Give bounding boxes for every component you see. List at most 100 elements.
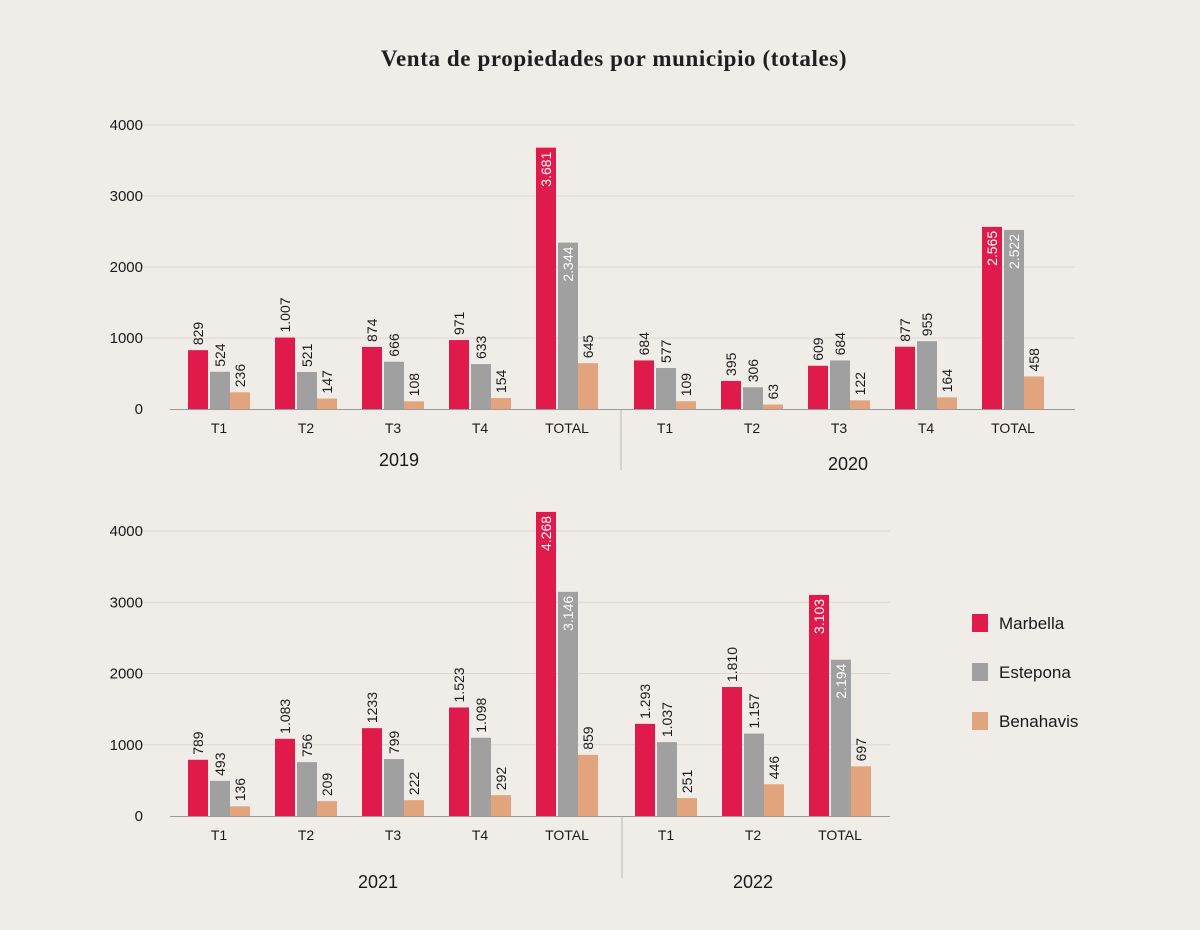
category-label: T4: [472, 420, 489, 436]
data-label: 697: [853, 738, 869, 762]
bar-marbella: [635, 723, 655, 816]
bar-estepona: [743, 387, 763, 409]
legend-label: Benahavis: [999, 712, 1078, 731]
data-label: 1.007: [277, 297, 293, 332]
legend-label: Marbella: [999, 614, 1065, 633]
category-label: TOTAL: [991, 420, 1035, 436]
bar-marbella: [809, 594, 829, 816]
bar-marbella: [275, 738, 295, 816]
data-label: 577: [658, 339, 674, 363]
category-label: T2: [744, 420, 761, 436]
bar-benahavis: [764, 784, 784, 816]
data-label: 684: [636, 332, 652, 356]
data-label: 1.098: [473, 698, 489, 733]
data-label: 645: [580, 335, 596, 359]
data-label: 521: [299, 343, 315, 367]
bar-marbella: [722, 687, 742, 816]
data-label: 2.194: [833, 663, 849, 698]
category-label: T1: [657, 420, 674, 436]
bar-marbella: [449, 340, 469, 409]
data-label: 147: [319, 370, 335, 394]
y-tick-label: 0: [135, 401, 143, 418]
bar-estepona: [1004, 229, 1024, 409]
bar-estepona: [744, 733, 764, 816]
category-label: TOTAL: [545, 420, 589, 436]
data-label: 684: [832, 332, 848, 356]
bar-benahavis: [578, 754, 598, 816]
data-label: 756: [299, 734, 315, 758]
data-label: 1.810: [724, 647, 740, 682]
data-label: 1.083: [277, 699, 293, 734]
y-tick-label: 4000: [110, 523, 143, 540]
bar-estepona: [656, 368, 676, 409]
data-label: 4.268: [538, 516, 554, 551]
data-label: 251: [679, 770, 695, 794]
category-label: T4: [472, 827, 489, 843]
data-label: 666: [386, 333, 402, 357]
bar-estepona: [297, 762, 317, 816]
bar-benahavis: [851, 766, 871, 816]
y-tick-label: 3000: [110, 594, 143, 611]
bar-estepona: [657, 742, 677, 816]
data-label: 971: [451, 311, 467, 335]
bar-benahavis: [578, 363, 598, 409]
y-tick-label: 0: [135, 808, 143, 825]
y-tick-label: 2000: [110, 259, 143, 276]
year-label: 2020: [828, 454, 868, 474]
data-label: 222: [406, 772, 422, 796]
category-label: TOTAL: [545, 827, 589, 843]
data-label: 164: [939, 369, 955, 393]
bar-estepona: [830, 360, 850, 409]
data-label: 829: [190, 322, 206, 346]
bar-benahavis: [491, 398, 511, 409]
data-label: 1.523: [451, 667, 467, 702]
data-label: 136: [232, 778, 248, 802]
category-label: T3: [831, 420, 848, 436]
bar-marbella: [536, 147, 556, 410]
chart-title: Venta de propiedades por municipio (tota…: [381, 46, 847, 71]
bar-benahavis: [677, 798, 697, 816]
y-tick-label: 3000: [110, 188, 143, 205]
data-label: 859: [580, 726, 596, 750]
category-label: TOTAL: [818, 827, 862, 843]
bar-estepona: [471, 364, 491, 409]
category-label: T3: [385, 827, 402, 843]
bar-marbella: [808, 365, 828, 409]
bar-estepona: [384, 759, 404, 816]
y-tick-label: 1000: [110, 737, 143, 754]
data-label: 2.565: [984, 231, 1000, 266]
bar-marbella: [362, 346, 382, 409]
bar-benahavis: [317, 398, 337, 409]
data-label: 446: [766, 756, 782, 780]
bar-marbella: [449, 707, 469, 816]
bar-benahavis: [676, 401, 696, 409]
data-label: 395: [723, 352, 739, 376]
bar-marbella: [536, 511, 556, 816]
legend-swatch-estepona: [972, 663, 988, 681]
data-label: 109: [678, 373, 694, 397]
data-label: 292: [493, 767, 509, 791]
category-label: T4: [918, 420, 935, 436]
year-label: 2021: [358, 872, 398, 892]
data-label: 236: [232, 364, 248, 388]
data-label: 458: [1026, 348, 1042, 372]
data-label: 63: [765, 384, 781, 400]
data-label: 609: [810, 337, 826, 361]
bar-estepona: [917, 341, 937, 409]
bar-estepona: [210, 780, 230, 816]
bar-estepona: [558, 591, 578, 816]
bar-benahavis: [404, 800, 424, 816]
data-label: 122: [852, 372, 868, 396]
data-label: 877: [897, 318, 913, 342]
data-label: 1.293: [637, 684, 653, 719]
legend-swatch-benahavis: [972, 712, 988, 730]
bar-marbella: [362, 728, 382, 816]
bar-benahavis: [317, 801, 337, 816]
bar-marbella: [895, 346, 915, 409]
bar-marbella: [188, 350, 208, 409]
bar-estepona: [297, 372, 317, 409]
data-label: 789: [190, 731, 206, 755]
bar-estepona: [384, 361, 404, 409]
